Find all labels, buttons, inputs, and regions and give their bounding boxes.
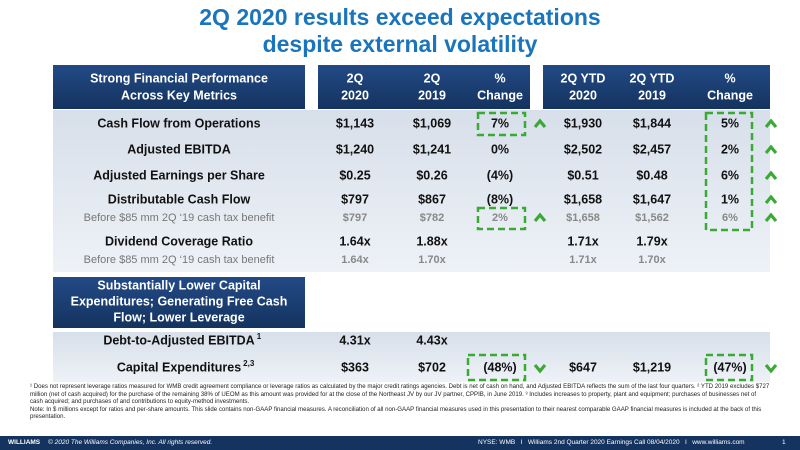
table-band: [53, 110, 770, 272]
slide-canvas: 2Q 2020 results exceed expectationsdespi…: [53, 4, 778, 382]
cell: (4%): [487, 168, 513, 182]
column-header: 2020: [569, 88, 597, 102]
footer-copyright: © 2020 The Williams Companies, Inc. All …: [48, 439, 213, 446]
cell: $1,219: [633, 360, 671, 374]
cell: 1.88x: [416, 234, 447, 248]
column-header: 2020: [341, 88, 369, 102]
section-label: Flow; Lower Leverage: [113, 310, 244, 324]
cell: $702: [418, 360, 446, 374]
cell: 2%: [721, 142, 739, 156]
footnote: ¹ Does not represent leverage ratios mea…: [30, 383, 770, 406]
cell: $0.25: [339, 168, 370, 182]
cell: $1,241: [413, 142, 451, 156]
row-label: Adjusted Earnings per Share: [93, 168, 265, 182]
cell: 5%: [721, 116, 739, 130]
cell: 2%: [492, 212, 508, 224]
cell: $1,844: [633, 116, 671, 130]
highlight-box: [704, 353, 754, 382]
cell: $1,069: [413, 116, 451, 130]
cell: (8%): [487, 192, 513, 206]
cell: 1.70x: [638, 254, 666, 266]
cell: (48%): [483, 360, 516, 374]
highlight-box: [476, 206, 527, 231]
cell: 4.43x: [416, 333, 447, 347]
cell: $1,930: [564, 116, 602, 130]
highlight-box: [466, 353, 527, 382]
cell: $2,457: [633, 142, 671, 156]
footnotes: ¹ Does not represent leverage ratios mea…: [30, 383, 770, 421]
row-label: Capital Expenditures: [117, 360, 241, 374]
cell: $647: [569, 360, 597, 374]
slide-title: despite external volatility: [263, 31, 538, 57]
cell: 1.71x: [567, 234, 598, 248]
cell: $0.51: [567, 168, 598, 182]
highlight-box: [704, 111, 754, 232]
header-box: [53, 65, 305, 109]
header-box: [318, 65, 530, 109]
cell: 1.64x: [339, 234, 370, 248]
section-label: Substantially Lower Capital: [97, 278, 260, 292]
cell: $363: [341, 360, 369, 374]
cell: 6%: [721, 168, 739, 182]
up-arrows: [533, 118, 778, 223]
page-number: 1: [782, 439, 786, 446]
cell: 4.31x: [339, 333, 370, 347]
column-header: 2Q: [424, 71, 441, 85]
footnote-ref: 2,3: [243, 359, 255, 368]
cell: $1,562: [635, 212, 669, 224]
cell: $1,240: [336, 142, 374, 156]
column-header: 2019: [638, 88, 666, 102]
highlight-box: [476, 111, 527, 137]
section-box: [53, 277, 305, 328]
cell: $0.26: [416, 168, 447, 182]
row-label: Adjusted EBITDA: [127, 142, 230, 156]
cell: $782: [420, 212, 444, 224]
column-header: 2Q YTD: [630, 71, 675, 85]
cell: 6%: [722, 212, 738, 224]
cell: $1,143: [336, 116, 374, 130]
cell: $797: [341, 192, 369, 206]
column-header: 2019: [418, 88, 446, 102]
row-label: Cash Flow from Operations: [97, 116, 260, 130]
table-band: [53, 332, 770, 382]
footer: WILLIAMS © 2020 The Williams Companies, …: [0, 436, 800, 450]
cell: $1,647: [633, 192, 671, 206]
row-label: Before $85 mm 2Q ‘19 cash tax benefit: [84, 212, 275, 224]
cell: $867: [418, 192, 446, 206]
cell: $1,658: [564, 192, 602, 206]
cell: $1,658: [566, 212, 600, 224]
footer-info: NYSE: WMB I Williams 2nd Quarter 2020 Ea…: [478, 439, 745, 446]
row-label: Debt-to-Adjusted EBITDA: [103, 333, 254, 347]
cell: 0%: [491, 142, 509, 156]
cell: $0.48: [636, 168, 667, 182]
cell: $797: [343, 212, 367, 224]
row-label: Before $85 mm 2Q ‘19 cash tax benefit: [84, 254, 275, 266]
footnote: Note: In $ millions except for ratios an…: [30, 405, 762, 421]
column-header: 2Q: [347, 71, 364, 85]
column-header: Change: [707, 88, 753, 102]
cell: 1.79x: [636, 234, 667, 248]
column-header: Change: [477, 88, 523, 102]
column-header: %: [494, 71, 505, 85]
column-header: 2Q YTD: [561, 71, 606, 85]
row-label: Dividend Coverage Ratio: [105, 234, 253, 248]
cell: 1%: [721, 192, 739, 206]
column-header: %: [724, 71, 735, 85]
cell: 7%: [491, 116, 509, 130]
down-arrows: [533, 363, 778, 374]
section-label: Expenditures; Generating Free Cash: [71, 294, 288, 308]
header-box: [543, 65, 770, 109]
footer-brand: WILLIAMS: [8, 439, 41, 446]
row-label: Distributable Cash Flow: [108, 192, 251, 206]
footnote-ref: 1: [257, 332, 262, 341]
cell: 1.64x: [341, 254, 369, 266]
cell: (47%): [713, 360, 746, 374]
cell: $2,502: [564, 142, 602, 156]
header-label: Strong Financial Performance: [90, 71, 268, 85]
slide-title: 2Q 2020 results exceed expectations: [199, 4, 600, 30]
cell: 1.70x: [418, 254, 446, 266]
header-label: Across Key Metrics: [121, 88, 237, 102]
cell: 1.71x: [569, 254, 597, 266]
